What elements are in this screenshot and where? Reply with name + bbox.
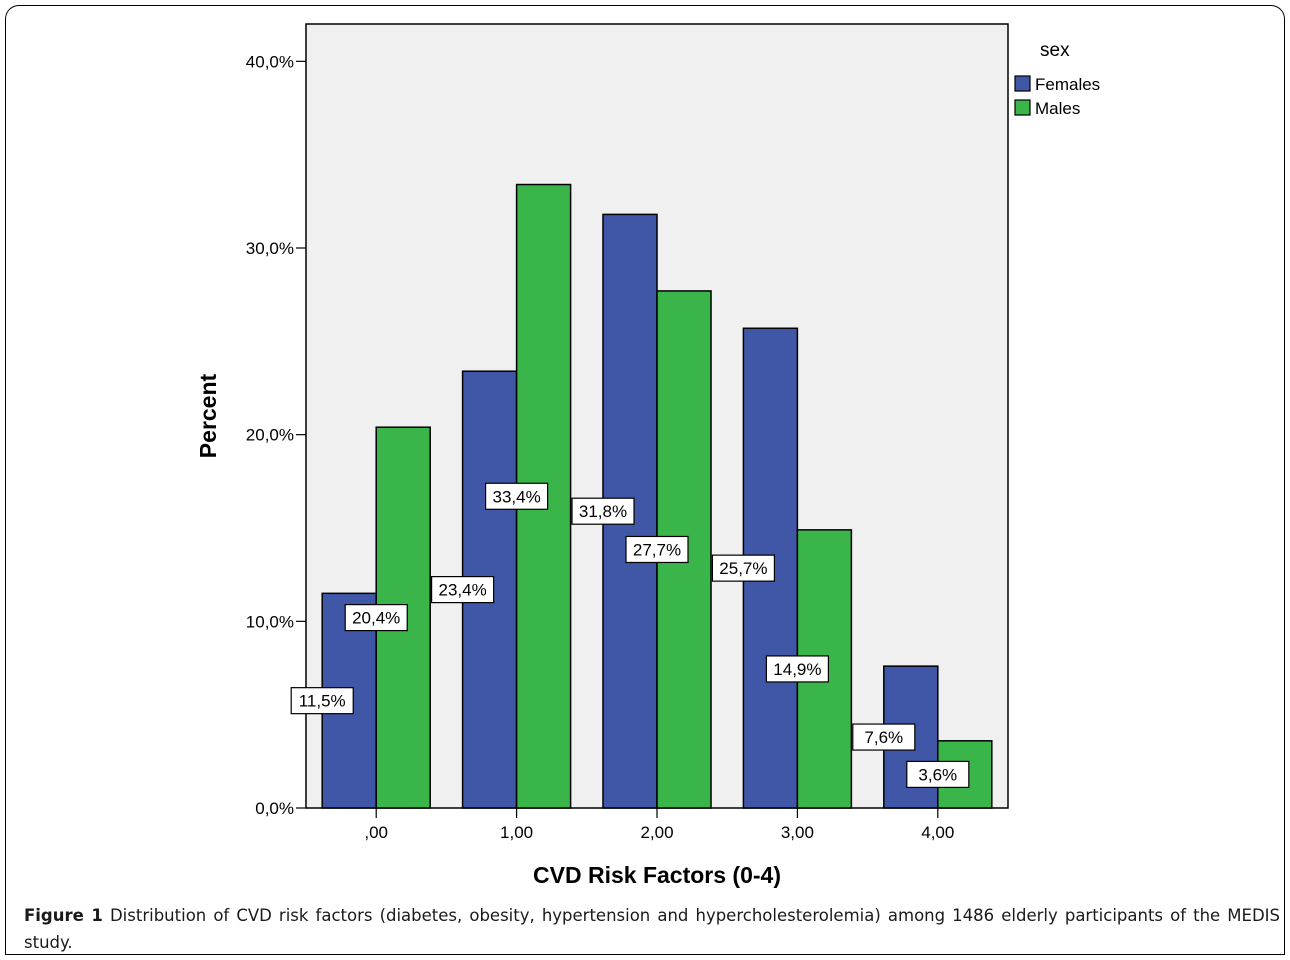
data-label: 31,8% — [579, 502, 627, 521]
data-label: 14,9% — [773, 660, 821, 679]
legend: sex Females Males — [1014, 40, 1100, 118]
legend-label-females: Females — [1035, 75, 1100, 94]
caption-text: Distribution of CVD risk factors (diabet… — [24, 906, 1280, 952]
x-tick-label: 4,00 — [921, 823, 954, 842]
x-tick-label: ,00 — [364, 823, 388, 842]
y-tick-label: 20,0% — [246, 426, 294, 445]
data-label-box — [431, 575, 495, 604]
data-labels: 11,5% 20,4% 23,4% 33,4% 31,8% 27,7% 25,7% 14,9%… — [290, 482, 970, 789]
legend-swatch-males — [1014, 99, 1031, 116]
y-axis: 0,0% 10,0% 20,0% 30,0% 40,0% — [246, 52, 306, 818]
figure-caption: Figure 1 Distribution of CVD risk factor… — [24, 902, 1280, 956]
data-label-box — [625, 535, 689, 564]
data-label: 33,4% — [492, 487, 540, 506]
data-label: 7,6% — [864, 728, 903, 747]
x-axis-title: CVD Risk Factors (0-4) — [533, 862, 781, 888]
x-axis: ,00 1,00 2,00 3,00 4,00 — [364, 808, 954, 842]
data-label: 23,4% — [438, 581, 486, 600]
data-label: 3,6% — [918, 765, 957, 784]
legend-swatch-females — [1014, 75, 1031, 92]
y-tick-label: 10,0% — [246, 612, 294, 631]
y-axis-title: Percent — [195, 373, 221, 458]
y-tick-label: 30,0% — [246, 239, 294, 258]
data-label-box — [344, 603, 408, 632]
data-label: 25,7% — [719, 559, 767, 578]
data-label: 20,4% — [352, 609, 400, 628]
data-label-box — [711, 554, 776, 582]
legend-label-males: Males — [1035, 99, 1080, 118]
data-label-box — [852, 723, 916, 751]
data-label-box — [485, 482, 549, 510]
data-label-box — [906, 760, 970, 789]
y-tick-label: 40,0% — [246, 52, 294, 71]
legend-title: sex — [1040, 40, 1070, 61]
x-tick-label: 1,00 — [500, 823, 533, 842]
data-label-box — [765, 655, 830, 683]
data-label-box — [290, 687, 354, 715]
data-label: 11,5% — [299, 692, 346, 711]
data-label-box — [571, 497, 635, 525]
figure-frame — [5, 5, 1285, 955]
x-tick-label: 3,00 — [781, 823, 814, 842]
bar-chart: 0,0% 10,0% 20,0% 30,0% 40,0% ,00 1,00 2,00 3,00… — [195, 23, 1100, 888]
y-tick-label: 0,0% — [255, 799, 294, 818]
caption-label: Figure 1 — [24, 906, 103, 925]
x-tick-label: 2,00 — [640, 823, 673, 842]
data-label: 27,7% — [633, 540, 681, 559]
